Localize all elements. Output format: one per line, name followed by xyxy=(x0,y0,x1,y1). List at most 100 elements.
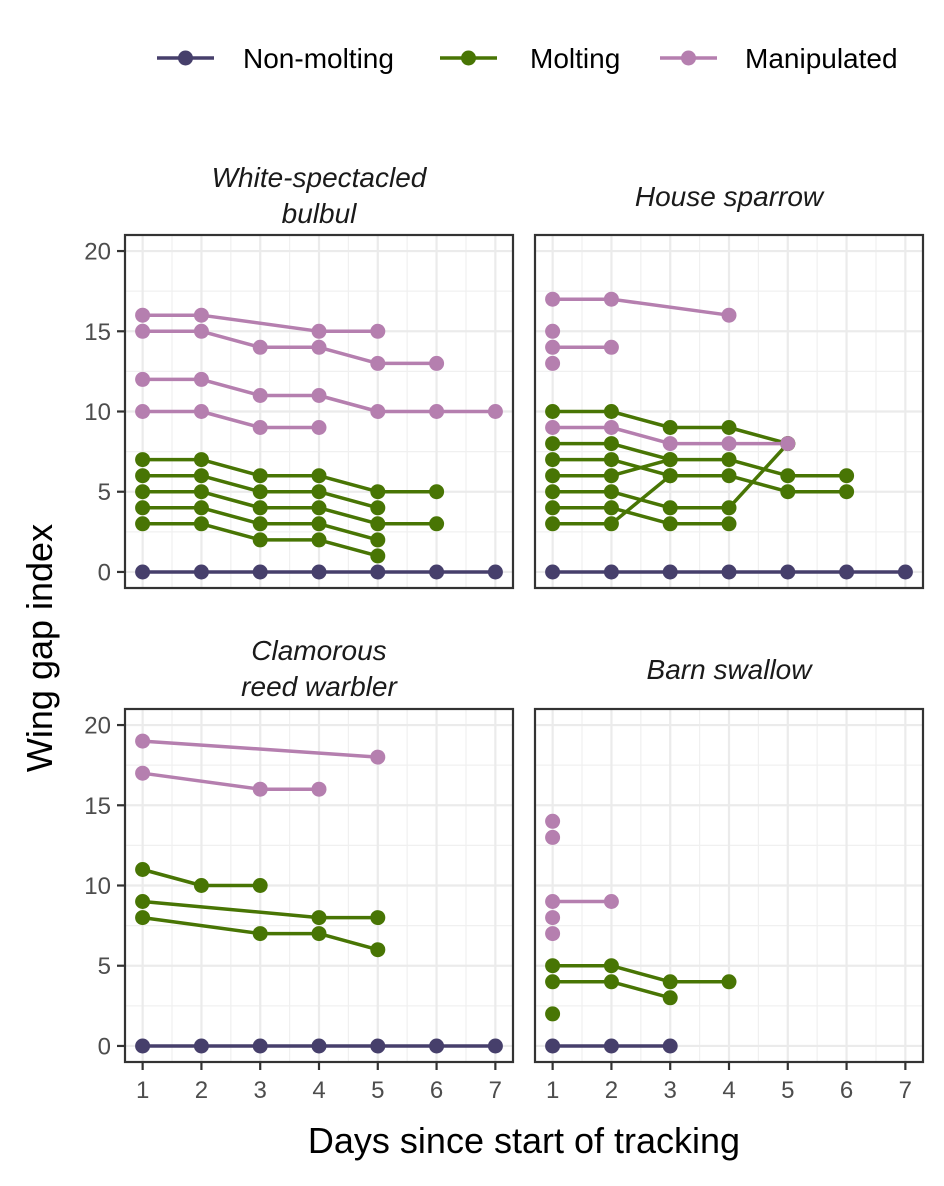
data-point xyxy=(545,339,561,355)
data-point xyxy=(311,323,327,339)
data-point xyxy=(780,564,796,580)
data-point xyxy=(721,500,737,516)
data-point xyxy=(370,548,386,564)
data-point xyxy=(603,404,619,419)
data-point xyxy=(135,862,151,877)
data-point xyxy=(135,765,151,781)
data-point xyxy=(135,894,151,909)
data-point xyxy=(721,307,737,323)
panel: Barn swallow 1 2 3 4 5 6 7 xyxy=(533,654,925,1104)
data-point xyxy=(311,388,327,403)
data-point xyxy=(721,436,737,452)
data-point xyxy=(603,436,619,452)
data-point xyxy=(487,1038,503,1054)
x-tick-label: 4 xyxy=(312,1077,325,1104)
y-tick-label: 10 xyxy=(84,399,111,426)
data-point xyxy=(721,420,737,435)
data-point xyxy=(721,516,737,532)
x-tick-label: 1 xyxy=(136,1077,149,1104)
data-point xyxy=(193,452,209,468)
x-tick-label: 5 xyxy=(781,1077,794,1104)
x-tick-label: 2 xyxy=(605,1077,618,1104)
data-point xyxy=(252,339,268,355)
data-point xyxy=(135,564,151,580)
x-tick-label: 6 xyxy=(840,1077,853,1104)
data-point xyxy=(135,371,151,387)
data-point xyxy=(370,1038,386,1054)
data-point xyxy=(545,323,561,339)
legend-label: Molting xyxy=(530,43,620,74)
data-point xyxy=(311,532,327,548)
data-point xyxy=(545,958,561,974)
data-point xyxy=(311,564,327,580)
panel-border xyxy=(533,233,925,590)
data-point xyxy=(545,1006,561,1022)
data-point xyxy=(603,420,619,435)
data-point xyxy=(603,1038,619,1054)
data-point xyxy=(193,500,209,516)
data-point xyxy=(545,355,561,371)
data-point xyxy=(662,468,678,484)
data-point xyxy=(662,516,678,532)
x-tick-label: 5 xyxy=(371,1077,384,1104)
data-point xyxy=(662,1038,678,1054)
data-point xyxy=(311,910,327,926)
data-point xyxy=(311,516,327,532)
y-tick-label: 0 xyxy=(98,559,111,586)
panel-title: Barn swallow xyxy=(647,654,814,685)
x-axis-title: Days since start of tracking xyxy=(308,1120,740,1161)
data-point xyxy=(370,323,386,339)
data-point xyxy=(545,829,561,845)
legend-marker xyxy=(461,50,476,66)
data-point xyxy=(135,404,151,419)
data-point xyxy=(252,420,268,435)
data-point xyxy=(135,910,151,926)
data-point xyxy=(252,516,268,532)
x-tick-label: 7 xyxy=(489,1077,502,1104)
data-point xyxy=(721,564,737,580)
data-point xyxy=(135,733,151,749)
data-point xyxy=(897,564,913,580)
data-point xyxy=(662,436,678,452)
data-point xyxy=(545,926,561,942)
data-point xyxy=(429,484,445,500)
data-point xyxy=(545,404,561,419)
data-point xyxy=(193,564,209,580)
y-tick-label: 20 xyxy=(84,713,111,740)
data-point xyxy=(193,484,209,500)
y-tick-label: 20 xyxy=(84,239,111,266)
panel: White-spectacled bulbul 0 5 10 15 20 xyxy=(84,162,515,590)
data-point xyxy=(780,436,796,452)
series-line xyxy=(552,457,847,494)
data-point xyxy=(429,1038,445,1054)
data-point xyxy=(662,500,678,516)
data-point xyxy=(662,420,678,435)
legend-item: Non-molting xyxy=(157,43,394,74)
legend-label: Non-molting xyxy=(243,43,394,74)
y-tick-label: 0 xyxy=(98,1033,111,1060)
data-point xyxy=(603,894,619,909)
data-point xyxy=(135,500,151,516)
data-point xyxy=(429,516,445,532)
data-point xyxy=(252,532,268,548)
data-point xyxy=(429,355,445,371)
data-point xyxy=(252,468,268,484)
y-axis-title: Wing gap index xyxy=(19,524,60,772)
data-point xyxy=(370,564,386,580)
data-point xyxy=(252,500,268,516)
data-point xyxy=(662,452,678,468)
data-point xyxy=(135,516,151,532)
data-point xyxy=(545,436,561,452)
data-point xyxy=(252,926,268,942)
data-point xyxy=(252,388,268,403)
data-point xyxy=(603,516,619,532)
data-point xyxy=(662,564,678,580)
data-point xyxy=(135,484,151,500)
data-point xyxy=(311,339,327,355)
panel-title: Clamorous xyxy=(251,635,386,666)
data-point xyxy=(545,420,561,435)
data-point xyxy=(252,1038,268,1054)
data-point xyxy=(135,468,151,484)
data-point xyxy=(193,468,209,484)
